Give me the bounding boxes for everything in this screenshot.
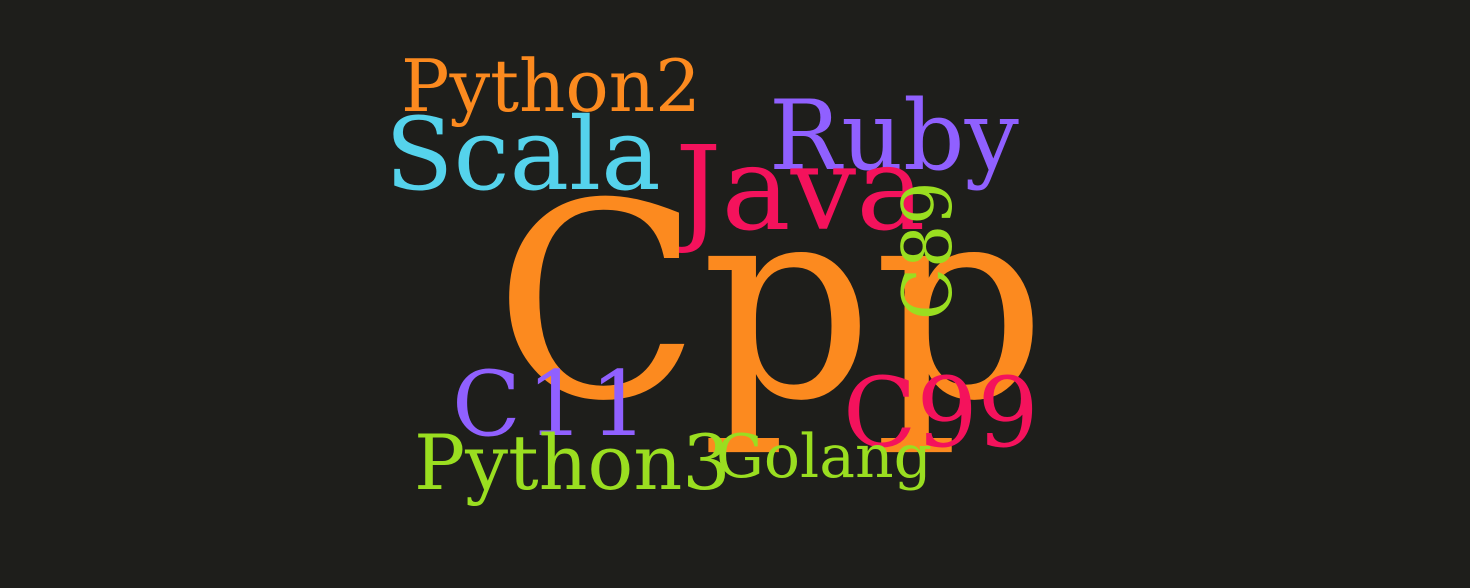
word-scala: Scala xyxy=(385,96,661,213)
word-python2: Python2 xyxy=(401,44,701,128)
word-c99: C99 xyxy=(843,357,1039,469)
word-cpp: Cpp xyxy=(494,145,1047,460)
word-c89: C89 xyxy=(889,181,968,320)
word-golang: Golang xyxy=(716,422,933,492)
word-ruby: Ruby xyxy=(769,80,1019,192)
word-python3: Python3 xyxy=(414,418,731,507)
word-java: Java xyxy=(675,122,926,257)
word-c11: C11 xyxy=(452,352,654,457)
